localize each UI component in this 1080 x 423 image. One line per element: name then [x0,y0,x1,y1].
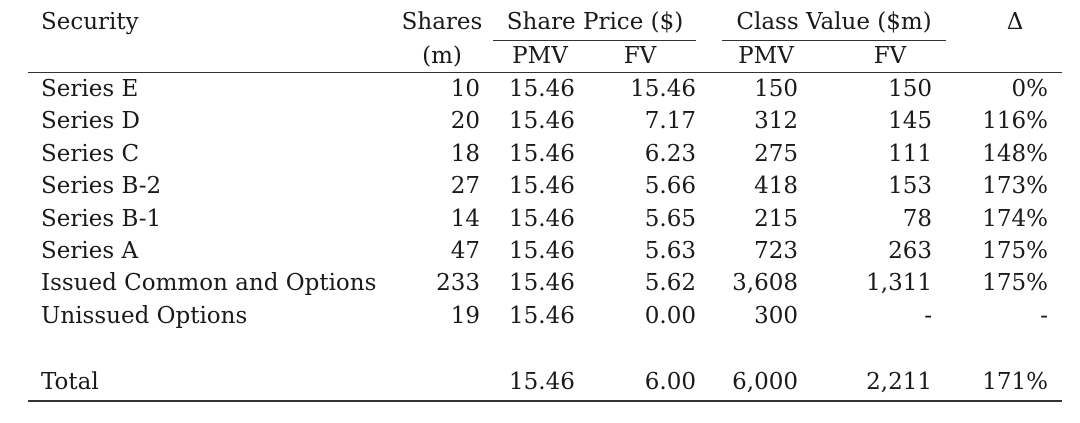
header-share-price: Share Price ($) [506,9,684,35]
cell-shares: 47 [450,238,480,264]
cell-security: Series D [41,108,140,135]
cell-sp-fv: 15.46 [630,76,696,102]
cell-sp-fv: 0.00 [644,302,696,329]
cell-cv-fv: 78 [902,205,932,232]
cell-security: Series C [41,140,140,167]
cell-security: Series B-1 [41,205,162,232]
cell-cv-pmv: 723 [754,238,798,264]
cell-cv-fv: 1,311 [866,270,932,297]
cell-cv-pmv: 418 [754,173,798,200]
cell-cv-fv: 145 [888,108,932,135]
cell-sp-fv: 5.65 [644,205,696,232]
cell-sp-fv: 5.66 [644,173,696,200]
cell-delta: 175% [982,238,1048,264]
cell-sp-fv: 7.17 [644,108,696,135]
header-sp-fv: FV [623,43,657,69]
total-delta: 171% [982,369,1048,395]
cell-delta: 174% [982,205,1048,232]
cell-cv-fv: - [924,302,932,329]
total-cv-fv: 2,211 [866,369,932,395]
cell-security: Series B-2 [41,173,162,200]
cell-cv-pmv: 215 [754,205,798,232]
cell-delta: 148% [982,140,1048,167]
header-shares: Shares [401,9,483,35]
cell-cv-fv: 153 [888,173,932,200]
cell-cv-fv: 111 [888,140,932,167]
cell-sp-pmv: 15.46 [509,76,575,102]
header-security: Security [41,9,139,35]
cell-shares: 14 [450,205,480,232]
total-cv-pmv: 6,000 [732,369,798,395]
cell-sp-pmv: 15.46 [509,140,575,167]
cell-shares: 233 [436,270,480,297]
header-delta: Δ [1006,9,1024,35]
cell-sp-pmv: 15.46 [509,270,575,297]
cell-delta: - [1040,302,1048,329]
cell-sp-pmv: 15.46 [509,302,575,329]
cell-sp-fv: 5.62 [644,270,696,297]
header-sp-pmv: PMV [512,43,568,69]
cell-sp-pmv: 15.46 [509,108,575,135]
cell-delta: 116% [982,108,1048,135]
cell-cv-pmv: 150 [754,76,798,102]
total-sp-fv: 6.00 [644,369,696,395]
cell-sp-pmv: 15.46 [509,205,575,232]
cell-shares: 19 [450,302,480,329]
cell-shares: 20 [450,108,480,135]
cell-cv-pmv: 275 [754,140,798,167]
cell-sp-fv: 6.23 [644,140,696,167]
cell-cv-fv: 150 [888,76,932,102]
cell-security: Issued Common and Options [41,270,377,297]
class-value-underline [722,40,946,41]
total-label: Total [41,369,99,395]
cell-cv-pmv: 312 [754,108,798,135]
cell-security: Series A [41,238,139,264]
cell-cv-fv: 263 [888,238,932,264]
cell-shares: 10 [450,76,480,102]
cell-delta: 0% [1011,76,1049,102]
share-price-underline [493,40,696,41]
cell-shares: 27 [450,173,480,200]
cell-shares: 18 [450,140,480,167]
total-sp-pmv: 15.46 [509,369,575,395]
cell-delta: 173% [982,173,1048,200]
cell-sp-fv: 5.63 [644,238,696,264]
cell-cv-pmv: 300 [754,302,798,329]
header-class-value: Class Value ($m) [736,9,932,35]
header-rule [28,72,1062,73]
bottom-rule [28,400,1062,402]
cell-security: Series E [41,76,139,102]
cell-sp-pmv: 15.46 [509,238,575,264]
cell-delta: 175% [982,270,1048,297]
cell-sp-pmv: 15.46 [509,173,575,200]
header-cv-pmv: PMV [738,43,794,69]
cell-cv-pmv: 3,608 [732,270,798,297]
cell-security: Unissued Options [41,302,248,329]
header-shares-unit: (m) [422,43,462,69]
header-cv-fv: FV [873,43,907,69]
